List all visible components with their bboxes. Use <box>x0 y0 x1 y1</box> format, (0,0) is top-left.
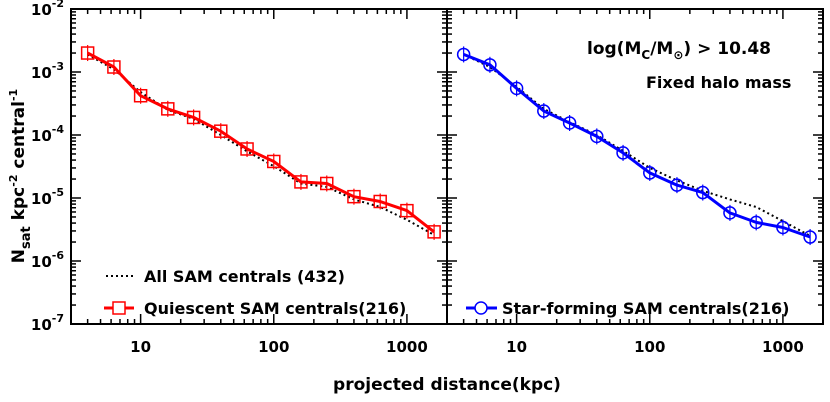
data-point-square <box>373 194 387 209</box>
legend-label-all: All SAM centrals (432) <box>144 267 345 286</box>
x-tick-label: 100 <box>634 338 665 356</box>
y-tick-label: 10-6 <box>31 249 64 271</box>
data-point-circle <box>696 185 710 200</box>
y-tick-label: 10-2 <box>31 0 64 19</box>
y-tick-label: 10-7 <box>31 312 64 334</box>
data-point-square <box>240 142 254 156</box>
data-point-circle <box>590 129 604 144</box>
panel-frame <box>446 8 824 325</box>
y-tick-label: 10-4 <box>31 123 64 145</box>
legend-label-star-forming: Star-forming SAM centrals(216) <box>502 299 789 318</box>
panel-series <box>80 45 441 240</box>
legend-marker-square <box>112 301 126 315</box>
data-point-circle <box>776 220 790 235</box>
data-point-square <box>427 225 441 239</box>
y-axis-title-per-exp: -1 <box>7 89 20 101</box>
x-tick-label: 1000 <box>386 338 428 356</box>
y-axis-title-unit-exp: -2 <box>7 175 20 187</box>
y-axis-title-main: N <box>9 249 29 263</box>
data-point-square <box>80 46 95 60</box>
annotation-fixed-halo: Fixed halo mass <box>646 73 791 92</box>
data-point-circle <box>509 81 524 96</box>
data-point-circle <box>562 116 577 130</box>
x-tick-label: 1000 <box>762 338 804 356</box>
x-tick-label: 10 <box>130 338 151 356</box>
legend-marker-circle <box>474 301 488 315</box>
data-point-square <box>161 102 175 116</box>
panel-quiescent: 10 100 1000 10-2 10-3 10-4 10-5 10-6 10-7 All SA… <box>31 0 448 356</box>
data-point-square <box>186 110 201 125</box>
series-line-all-centrals <box>87 53 435 236</box>
y-tick-label: 10-5 <box>31 186 64 208</box>
panel-series <box>456 46 817 246</box>
legend: All SAM centrals (432) Quiescent SAM cen… <box>104 267 406 318</box>
data-point-square <box>400 203 414 218</box>
x-tick-label: 100 <box>258 338 289 356</box>
panel-star-forming: 10 100 1000 log(MC/M⊙) > 10.48 Fixed halo … <box>446 8 824 356</box>
data-point-circle <box>483 58 497 72</box>
legend-label-quiescent: Quiescent SAM centrals(216) <box>144 299 406 318</box>
data-point-circle <box>643 166 657 180</box>
data-point-square <box>267 154 281 169</box>
data-point-circle <box>803 230 817 244</box>
y-axis-title-per: central <box>9 101 29 169</box>
panel-ticks: 10 100 1000 <box>446 8 824 356</box>
data-point-circle <box>749 215 763 230</box>
annotation-mass-cut: log(MC/M⊙) > 10.48 <box>587 39 771 62</box>
series-line-quiescent <box>86 51 436 234</box>
y-axis-title-sub: sat <box>19 226 34 249</box>
y-tick-label: 10-3 <box>31 60 64 82</box>
y-axis-title-unit: kpc <box>9 187 29 221</box>
data-point-square <box>294 175 308 189</box>
data-point-square <box>214 124 228 138</box>
data-point-square <box>347 189 361 204</box>
data-point-square <box>320 176 334 191</box>
data-point-circle <box>616 146 630 160</box>
x-axis-title: projected distance(kpc) <box>333 375 561 395</box>
y-axis-title: Nsat kpc-2 central-1 <box>7 89 34 263</box>
panel-ticks: 10 100 1000 10-2 10-3 10-4 10-5 10-6 10-7 <box>31 0 448 356</box>
data-point-circle <box>537 104 551 118</box>
data-point-circle <box>670 178 684 192</box>
data-point-square <box>107 60 121 74</box>
legend: Star-forming SAM centrals(216) <box>466 299 789 318</box>
data-point-circle <box>723 206 737 220</box>
data-point-square <box>133 88 148 103</box>
x-tick-label: 10 <box>506 338 527 356</box>
data-point-circle <box>456 47 471 62</box>
